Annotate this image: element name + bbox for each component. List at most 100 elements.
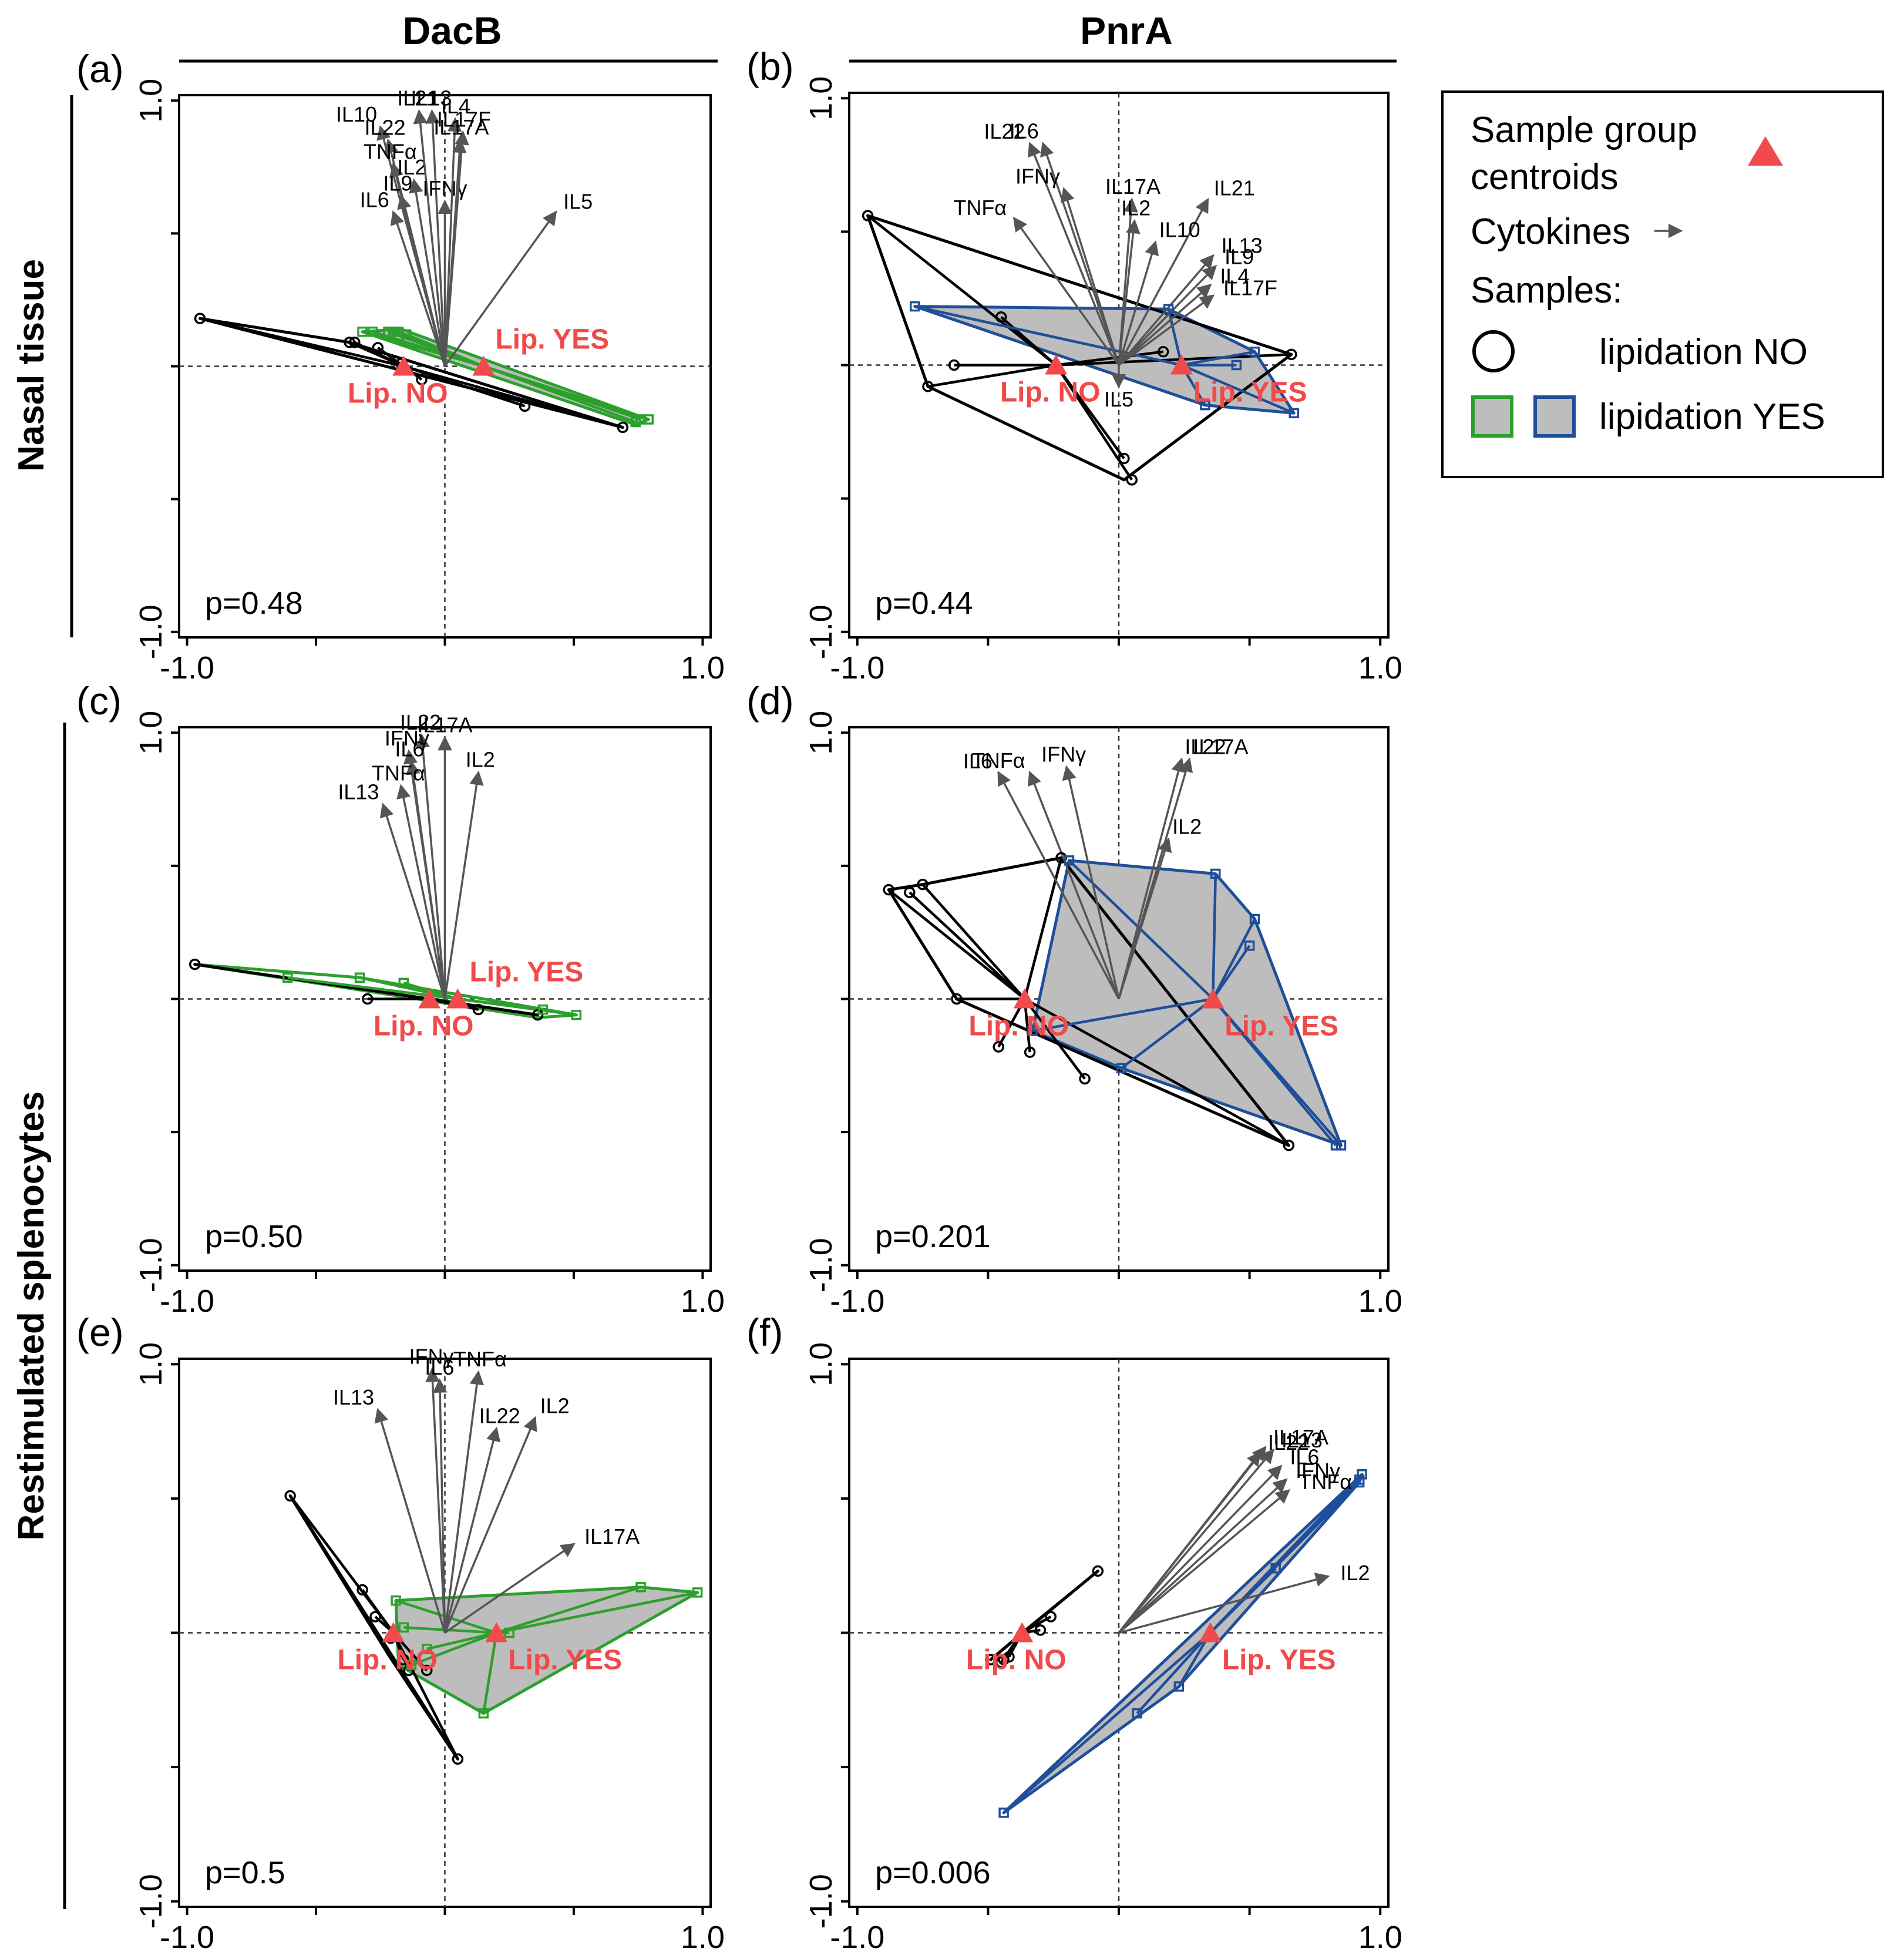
panel-c-cytokine-arrow-2 [406,760,446,999]
panel-b-no-sample-0 [862,210,874,221]
panel-e-yes-hull [394,1586,699,1715]
panel-a-cytokine-arrow-9 [443,117,462,367]
panel-f-yes-sample-4 [1173,1681,1185,1692]
panel-b-no-sample-2 [948,359,960,371]
panel-b-cytokine-arrow-11 [1118,294,1215,366]
panel-e-cytokine-label-1: IL6 [425,1355,454,1379]
panel-c-cytokine-label-6: IL2 [466,747,495,771]
panel-e-ytick-label-max: 1.0 [133,1342,169,1386]
panel-b-no-sample-3 [995,311,1007,323]
panel-e-no-sample-2 [369,1611,381,1623]
panel-e-cytokine-arrow-2 [443,1370,485,1633]
panel-f-no-sample-1 [1045,1611,1057,1623]
panel-a-cytokine-arrow-6 [413,109,446,367]
panel-c-cytokine-arrow-3 [396,784,446,999]
panel-b-yes-sample-3 [1249,347,1260,357]
panel-a-cytokine-label-3: IL2 [397,155,426,179]
panel-b-cytokine-label-2: IFNγ [1015,164,1060,189]
panel-d-centroid-label-no: Lip. NO [968,1011,1069,1042]
panel-c-no-sample-3 [362,993,374,1005]
panel-a-ytick-label-min: -1.0 [133,604,169,659]
panel-c-no-sample-0 [189,958,201,970]
panel-e-no-sample-6 [421,1664,433,1677]
panel-d-no-spoke-1 [909,891,1026,1000]
panel-b-cytokine-label-1: IL6 [1010,119,1039,143]
panel-e-yes-sample-5 [478,1708,489,1719]
panel-d-ytick-label-min: -1.0 [803,1238,839,1292]
column-title-dacb: DacB [403,9,502,52]
row-title-splenocytes: Restimulated splenocytes [11,1091,52,1541]
panel-b-p-value: p=0.44 [875,586,973,621]
panel-d-yes-spoke-6 [1212,998,1343,1147]
panel-e-yes-sample-3 [406,1660,417,1671]
panel-f-ytick-label-max: 1.0 [803,1342,839,1386]
panel-e-yes-sample-1 [398,1622,409,1633]
panel-b-cytokine-label-0: IL22 [984,119,1025,143]
panel-e-ytick-label-min: -1.0 [133,1874,169,1929]
panel-e-cytokine-label-6: IL17A [584,1524,640,1548]
panel-b: (b)-1.0 1.01.0-1.0IL22IL6IFNγTNFαIL17AIL2… [746,45,1402,686]
legend-blue-square-icon [1533,395,1576,438]
panel-b-yes-sample-5 [1289,408,1300,419]
panel-b-cytokine-label-8: IL13 [1222,234,1263,258]
panel-a-no-sample-0 [194,313,206,324]
panel-c-centroid-label-no: Lip. NO [374,1011,474,1042]
panel-f-cytokine-label-3: IL6 [1290,1445,1319,1469]
panel-f-xtick-label-min: -1.0 [830,1920,884,1955]
panel-f-letter: (f) [746,1311,783,1354]
panel-a-cytokine-arrow-4 [397,194,446,367]
panel-e-cytokine-label-2: TNFα [453,1347,507,1371]
panel-e-yes-sample-2 [422,1644,432,1654]
panel-d-cytokine-arrow-0 [997,771,1120,1000]
panel-d-cytokine-label-3: IL22 [1185,734,1226,758]
panel-b-cytokine-label-9: IL9 [1225,245,1254,269]
panel-a-cytokine-arrow-12 [444,210,557,367]
panel-a-cytokine-label-2: TNFα [364,139,417,163]
panel-f-cytokine-arrow-3 [1118,1464,1283,1634]
panel-b-centroid-no [1045,354,1068,375]
panel-a-yes-sample-1 [367,326,378,337]
panel-a-cytokine-label-0: IL10 [336,102,377,126]
panel-f-cytokine-label-2: IL13 [1281,1428,1323,1452]
panel-c-letter: (c) [76,679,122,723]
panel-b-centroid-label-no: Lip. NO [1000,377,1101,408]
panel-d-xtick-label-max: 1.0 [1358,1284,1402,1319]
panel-f-centroid-label-yes: Lip. YES [1222,1645,1336,1676]
panel-b-cytokine-arrow-9 [1118,264,1217,366]
panel-c-centroid-label-yes: Lip. YES [469,957,583,988]
panel-b-cytokine-label-7: IL10 [1159,217,1200,241]
panel-e-no-sample-5 [403,1664,415,1677]
panel-b-letter: (b) [746,45,794,88]
panel-a-letter: (a) [76,47,124,90]
panel-a-no-spoke-0 [200,317,404,368]
panel-d-cytokine-label-4: IL17A [1193,734,1248,758]
panel-b-yes-sample-1 [1163,304,1174,314]
row-title-nasal: Nasal tissue [11,259,52,472]
panel-e-no-spoke-7 [392,1632,459,1760]
panel-d-cytokine-arrow-5 [1118,837,1172,1000]
panel-c-cytokine-label-4: IL13 [338,780,379,804]
panel-e-yes-sample-6 [635,1582,646,1593]
panel-b-cytokine-label-5: IL2 [1121,196,1151,220]
panel-f-no-sample-2 [1034,1624,1047,1636]
panel-b-cytokine-arrow-10 [1118,283,1212,366]
panel-a-yes-sample-5 [401,329,412,340]
panel-a-cytokine-label-8: IFNγ [423,176,467,200]
panel-a-xtick-label-max: 1.0 [681,650,725,686]
panel-e-centroid-label-no: Lip. NO [337,1645,438,1676]
panel-a-no-sample-2 [349,337,361,348]
panel-d-centroid-yes [1202,988,1225,1009]
panel-d-cytokine-arrow-1 [1027,770,1120,1000]
panel-a-xtick-label-min: -1.0 [160,650,214,686]
panel-b-xtick-label-max: 1.0 [1358,650,1402,686]
panel-c-yes-spoke-4 [458,997,577,1016]
legend-yes-label: lipidation YES [1599,397,1825,437]
panel-f-no-sample-4 [998,1654,1010,1665]
panel-e-cytokine-label-5: IL2 [540,1393,570,1417]
panel-e-no-spoke-1 [361,1589,395,1634]
panel-f-yes-sample-0 [1270,1563,1281,1574]
